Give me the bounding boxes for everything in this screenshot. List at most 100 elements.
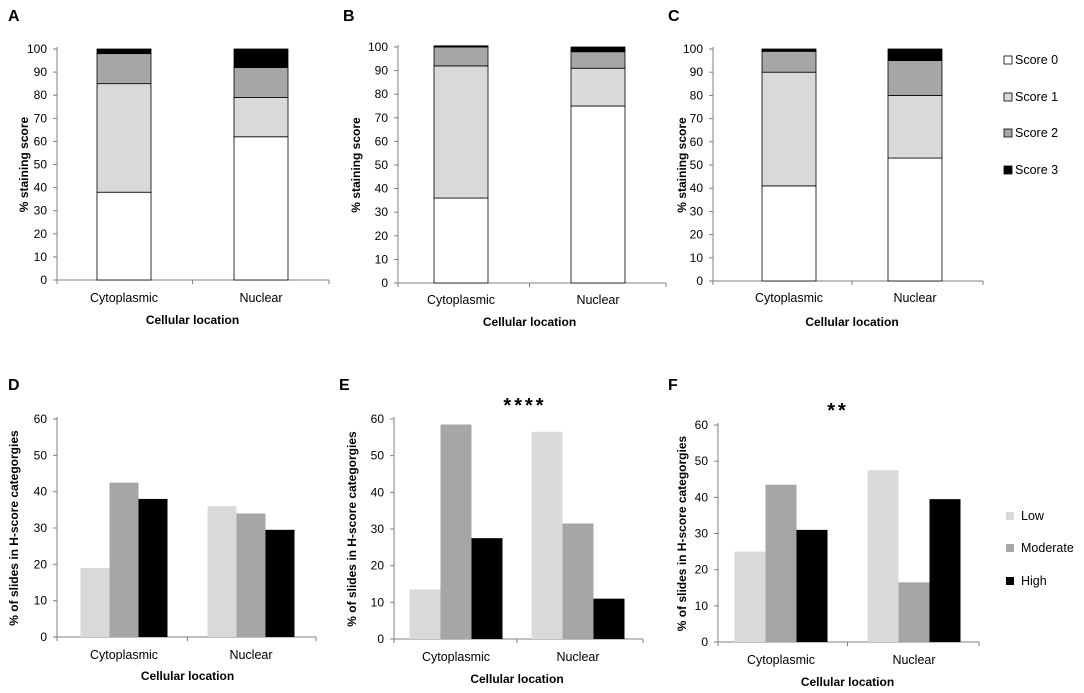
bar-d-cytoplasmic-low xyxy=(80,567,110,637)
legend-h-score: Low Moderate High xyxy=(1006,509,1074,588)
panel-a-ytick-label: 0 xyxy=(40,273,47,287)
panel-d-ytick-label: 20 xyxy=(34,557,48,571)
panel-e-ytick-label: 10 xyxy=(371,595,385,609)
panel-d-letter: D xyxy=(8,377,20,394)
bar-c-nuclear-score-2 xyxy=(887,60,943,96)
bar-a-nuclear-score-0 xyxy=(233,136,289,281)
bar-d-cytoplasmic-high xyxy=(138,498,168,637)
panel-f-ytick-label: 60 xyxy=(695,418,709,432)
bar-c-cytoplasmic-score-0 xyxy=(761,185,817,282)
bar-c-cytoplasmic-score-1 xyxy=(761,71,817,187)
panel-c-ytick-label: 100 xyxy=(683,42,703,56)
panel-b-ytick-label: 20 xyxy=(375,229,389,243)
panel-c-x-axis-label: Cellular location xyxy=(805,315,898,329)
bar-f-nuclear-moderate xyxy=(898,582,930,642)
panel-a-ytick-label: 10 xyxy=(34,250,48,264)
panel-e-letter: E xyxy=(339,377,350,394)
legend-scores: Score 0 Score 1 Score 2 Score 3 xyxy=(1003,53,1058,177)
panel-b-ytick-label: 80 xyxy=(375,87,389,101)
panel-b-ytick-label: 70 xyxy=(375,111,389,125)
panel-c-ytick-label: 90 xyxy=(690,65,704,79)
legend-swatch-score-1 xyxy=(1003,92,1013,102)
panel-d-y-axis-label: % of slides in H-score categorgies xyxy=(7,430,21,626)
bar-d-cytoplasmic-moderate xyxy=(109,482,139,637)
bar-c-nuclear-score-1 xyxy=(887,95,943,159)
bar-f-cytoplasmic-moderate xyxy=(765,484,797,642)
bar-e-cytoplasmic-low xyxy=(409,589,441,639)
bar-b-nuclear-score-3 xyxy=(570,46,626,53)
panel-b-x-axis-label: Cellular location xyxy=(483,315,576,329)
panel-e-ytick-label: 40 xyxy=(371,485,385,499)
bar-b-cytoplasmic-score-0 xyxy=(433,197,489,284)
bar-b-nuclear-score-0 xyxy=(570,105,626,284)
panel-b: B 0 10 20 30 40 50 60 70 80 90 100 Cytoplasmic Nuclea… xyxy=(343,8,667,329)
panel-b-category-label: Nuclear xyxy=(576,293,619,307)
legend-swatch-score-0 xyxy=(1003,55,1013,65)
panel-c-ytick-label: 10 xyxy=(690,251,704,265)
bar-d-nuclear-low xyxy=(207,506,237,637)
bar-c-cytoplasmic-score-2 xyxy=(761,50,817,73)
panel-a-y-axis-label: % staining score xyxy=(17,117,31,213)
panel-f-category-label: Nuclear xyxy=(892,653,935,667)
panel-f-significance-annotation: ** xyxy=(827,400,849,422)
panel-b-ytick-label: 10 xyxy=(375,252,389,266)
panel-c-letter: C xyxy=(668,8,680,25)
panel-a-ytick-label: 20 xyxy=(34,227,48,241)
panel-d-ytick-label: 60 xyxy=(34,412,48,426)
panel-f-y-axis-label: % of slides in H-score categorgies xyxy=(675,435,689,631)
panel-c-ytick-label: 80 xyxy=(690,88,704,102)
bar-b-cytoplasmic-score-3 xyxy=(433,45,489,48)
panel-a-letter: A xyxy=(8,8,20,25)
panel-b-ytick-label: 40 xyxy=(375,182,389,196)
panel-a-x-axis-label: Cellular location xyxy=(146,313,239,327)
panel-a-category-label: Cytoplasmic xyxy=(90,291,158,305)
bar-a-nuclear-score-2 xyxy=(233,67,289,98)
bar-b-nuclear-score-1 xyxy=(570,67,626,107)
legend-label-score-3: Score 3 xyxy=(1015,163,1058,177)
panel-c-category-label: Cytoplasmic xyxy=(755,291,823,305)
panel-c-y-axis-label: % staining score xyxy=(675,117,689,213)
panel-e-ytick-label: 60 xyxy=(371,412,385,426)
panel-d-ytick-label: 40 xyxy=(34,485,48,499)
legend-label-score-0: Score 0 xyxy=(1015,53,1058,67)
legend-swatch-moderate xyxy=(1006,544,1014,552)
legend-label-moderate: Moderate xyxy=(1021,541,1074,555)
panel-b-ytick-label: 0 xyxy=(381,276,388,290)
panel-c-category-label: Nuclear xyxy=(893,291,936,305)
panel-a-ytick-label: 50 xyxy=(34,158,48,172)
panel-b-ytick-label: 100 xyxy=(368,40,388,54)
panel-f-x-axis-label: Cellular location xyxy=(801,675,894,689)
legend-swatch-score-3 xyxy=(1003,165,1013,175)
bar-b-cytoplasmic-score-2 xyxy=(433,46,489,67)
panel-d-category-label: Nuclear xyxy=(229,648,272,662)
panel-e-x-axis-label: Cellular location xyxy=(470,672,563,686)
legend-label-low: Low xyxy=(1021,509,1045,523)
panel-f-ytick-label: 40 xyxy=(695,490,709,504)
bar-a-nuclear-score-3 xyxy=(233,48,289,68)
panel-f-ytick-label: 50 xyxy=(695,454,709,468)
panel-d-ytick-label: 10 xyxy=(34,594,48,608)
bar-a-cytoplasmic-score-1 xyxy=(96,83,152,193)
bar-e-nuclear-low xyxy=(531,431,563,639)
bar-b-nuclear-score-2 xyxy=(570,51,626,69)
panel-c-ytick-label: 60 xyxy=(690,135,704,149)
legend-swatch-low xyxy=(1006,512,1014,520)
panel-f-ytick-label: 30 xyxy=(695,527,709,541)
panel-c: C 0 10 20 30 40 50 60 70 80 90 100 Cytoplasmic Nuclea… xyxy=(668,8,984,329)
panel-a-ytick-label: 70 xyxy=(34,111,48,125)
panel-a-ytick-label: 90 xyxy=(34,65,48,79)
panel-e-category-label: Nuclear xyxy=(556,650,599,664)
bar-f-nuclear-high xyxy=(929,499,961,642)
bar-c-cytoplasmic-score-3 xyxy=(761,48,817,52)
panel-b-ytick-label: 50 xyxy=(375,158,389,172)
panel-a-category-label: Nuclear xyxy=(239,291,282,305)
panel-f-category-label: Cytoplasmic xyxy=(747,653,815,667)
legend-swatch-score-2 xyxy=(1003,128,1013,138)
panel-e-ytick-label: 0 xyxy=(377,632,384,646)
legend-label-high: High xyxy=(1021,574,1047,588)
legend-label-score-2: Score 2 xyxy=(1015,126,1058,140)
panel-a-ytick-label: 40 xyxy=(34,181,48,195)
panel-e: E 0 10 20 30 40 50 60 Cytoplasmic Nuclear Cellular… xyxy=(339,377,644,686)
panel-f-letter: F xyxy=(668,377,678,394)
